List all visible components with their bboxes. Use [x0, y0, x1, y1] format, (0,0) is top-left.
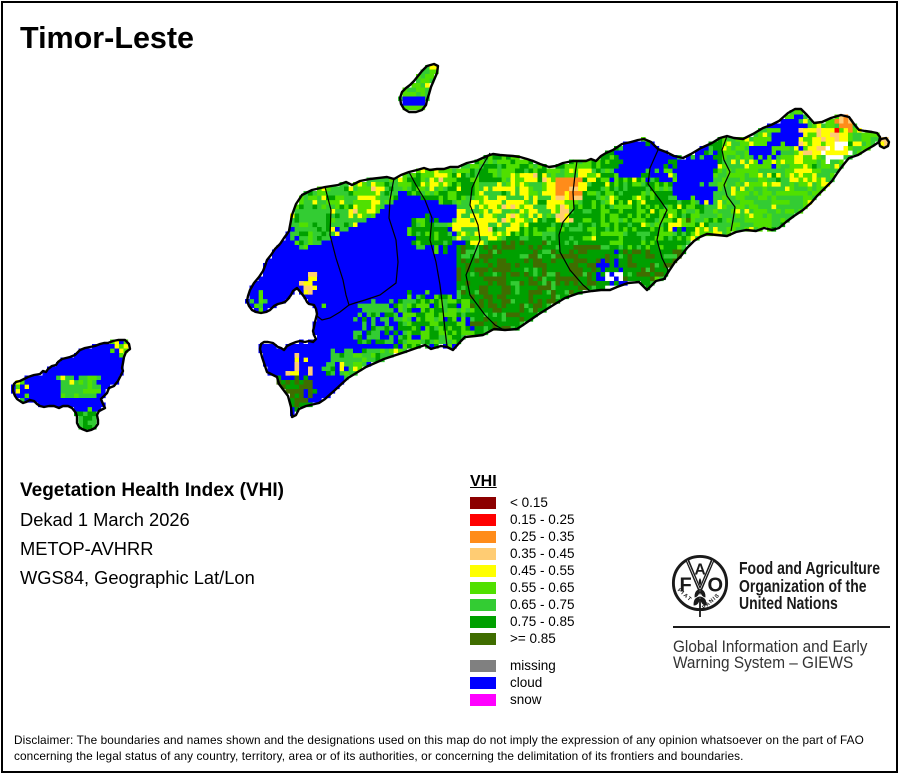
svg-text:A: A	[695, 562, 706, 579]
svg-text:O: O	[708, 575, 724, 597]
svg-text:F: F	[680, 575, 692, 597]
